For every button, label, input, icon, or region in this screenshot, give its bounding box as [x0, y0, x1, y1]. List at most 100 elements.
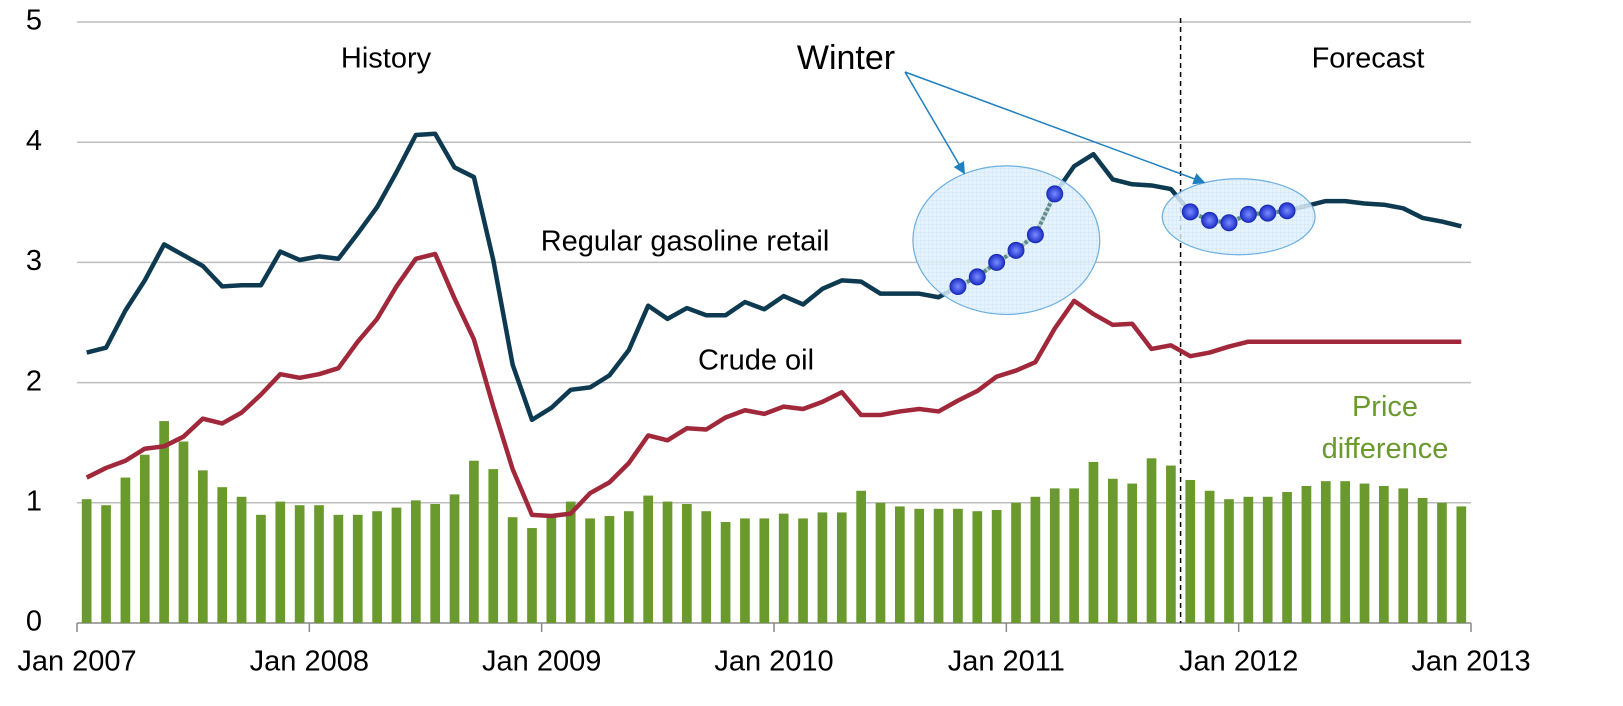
bar [798, 518, 808, 623]
bar [895, 506, 905, 623]
bar [546, 514, 557, 623]
bar [604, 516, 615, 623]
bar [1379, 485, 1389, 623]
x-tick-label: Jan 2008 [250, 646, 369, 678]
y-tick-label: 0 [26, 606, 42, 638]
forecast-label: Forecast [1312, 43, 1425, 75]
winter-dot [1007, 241, 1025, 259]
bar [933, 508, 944, 623]
y-tick-label: 4 [26, 125, 42, 157]
history-label: History [341, 43, 432, 75]
bar [372, 511, 382, 623]
bar [565, 501, 576, 623]
winter-dot [1026, 226, 1044, 244]
bar [1456, 506, 1467, 623]
bar [391, 507, 402, 623]
bar [236, 496, 247, 623]
bar [701, 511, 712, 623]
winter-label: Winter [797, 39, 895, 77]
bar [953, 508, 963, 623]
winter-dot [1201, 211, 1219, 229]
bar [449, 494, 460, 623]
bar [1417, 497, 1428, 623]
bar [1204, 490, 1215, 623]
bar [778, 513, 789, 623]
bar [836, 512, 847, 623]
y-tick-label: 1 [26, 485, 42, 517]
bar [507, 517, 518, 623]
y-tick-label: 5 [26, 5, 42, 37]
bar [991, 510, 1002, 623]
winter-dot [1220, 214, 1238, 232]
bar [740, 518, 750, 623]
bar [81, 499, 92, 623]
bar [720, 522, 731, 623]
winter-dot [1259, 204, 1277, 222]
x-tick-label: Jan 2013 [1411, 646, 1530, 678]
bar [333, 514, 344, 623]
bar [856, 490, 866, 623]
x-tick-label: Jan 2009 [482, 646, 601, 678]
bar [1185, 479, 1196, 623]
bar [1262, 496, 1273, 623]
series-label: Regular gasoline retail [541, 226, 830, 258]
bar [1069, 488, 1079, 623]
bar [623, 511, 634, 623]
bar [159, 421, 169, 623]
bar [1146, 458, 1157, 623]
bar [256, 514, 266, 623]
winter-dot [968, 268, 986, 286]
bar [1301, 485, 1312, 623]
line-series [85, 251, 1462, 519]
bar [1030, 496, 1041, 623]
bar [1320, 481, 1331, 623]
bar [275, 501, 286, 623]
bar [488, 469, 499, 623]
bar [101, 505, 111, 623]
series-label: Price difference [1321, 391, 1449, 465]
bar [1107, 478, 1118, 623]
bar [1127, 483, 1138, 623]
bar [914, 508, 925, 623]
x-tick-label: Jan 2012 [1179, 646, 1298, 678]
bar [139, 454, 150, 623]
x-tick-label: Jan 2010 [714, 646, 833, 678]
winter-dot [1181, 203, 1199, 221]
bar [817, 512, 828, 623]
bar [294, 505, 305, 623]
bar [1398, 488, 1409, 623]
winter-arrow [904, 71, 1206, 185]
bar [972, 511, 983, 623]
winter-dot [988, 253, 1006, 271]
bar [198, 470, 208, 623]
winter-dot [949, 277, 967, 295]
bar [314, 505, 324, 623]
bar [120, 477, 131, 623]
series-label: Crude oil [698, 345, 814, 377]
bar [875, 502, 886, 623]
bar [1011, 502, 1021, 623]
bar [1166, 465, 1176, 623]
bar [662, 501, 673, 623]
bar [759, 518, 770, 623]
bar [217, 487, 228, 623]
bar [1088, 461, 1099, 623]
winter-arrow [904, 71, 965, 175]
winter-dot [1239, 205, 1257, 223]
x-tick-label: Jan 2007 [17, 646, 136, 678]
bar [1282, 491, 1292, 623]
bar [352, 514, 363, 623]
bar [178, 441, 189, 623]
bar [643, 495, 653, 623]
bar [1437, 502, 1447, 623]
bar [1340, 481, 1350, 623]
bar [527, 528, 537, 623]
bar [1359, 483, 1370, 623]
winter-ellipse [912, 165, 1101, 316]
bar [1049, 488, 1060, 623]
bar [682, 504, 692, 623]
winter-dot [1278, 202, 1296, 220]
y-tick-label: 2 [26, 365, 42, 397]
